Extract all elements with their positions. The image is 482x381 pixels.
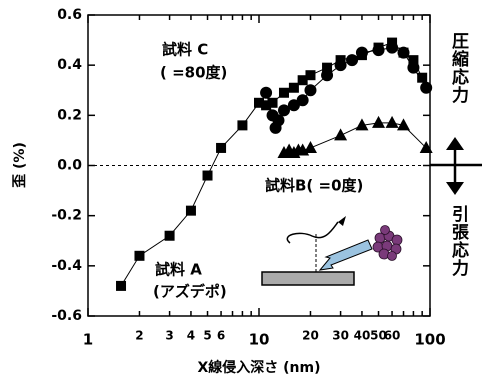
side-label: 引張応力 <box>448 205 469 277</box>
marker <box>134 251 144 261</box>
annotation: ( =80度) <box>160 64 227 82</box>
annotation: 試料 A <box>155 261 202 279</box>
marker <box>304 141 317 153</box>
marker <box>335 59 347 71</box>
x-tick-label: 30 <box>332 329 349 343</box>
x-tick-label: 2 <box>135 329 143 343</box>
x-tick-label: 6 <box>217 329 225 343</box>
marker <box>216 143 226 153</box>
annotation: (アズデポ) <box>153 283 227 301</box>
x-axis-label: X線侵入深さ (nm) <box>197 359 320 376</box>
marker <box>289 83 299 93</box>
marker <box>398 47 410 59</box>
marker <box>260 87 272 99</box>
x-tick-label: 5 <box>203 329 211 343</box>
marker <box>237 120 247 130</box>
marker <box>386 116 399 128</box>
marker <box>420 82 432 94</box>
stress-arrows <box>430 137 482 195</box>
x-tick-label: 10 <box>249 331 270 349</box>
marker <box>334 128 347 140</box>
y-tick-label: 0.4 <box>57 57 82 73</box>
x-tick-label: 4 <box>187 329 195 343</box>
marker <box>203 171 213 181</box>
x-tick-label: 3 <box>165 329 173 343</box>
marker <box>186 206 196 216</box>
x-tick-label: 1 <box>83 331 93 349</box>
marker <box>279 88 289 98</box>
marker <box>305 70 315 80</box>
marker <box>346 54 358 66</box>
marker <box>372 116 385 128</box>
marker <box>321 69 333 81</box>
annotation: 試料 C <box>162 41 208 59</box>
inset-diagram <box>262 216 402 285</box>
annotation: 試料B( =0度) <box>265 177 363 195</box>
y-tick-label: 0.2 <box>57 107 82 123</box>
y-axis-label: 歪 (%) <box>12 142 28 188</box>
y-tick-label: -0.4 <box>51 258 82 274</box>
y-tick-label: 0.6 <box>57 7 82 23</box>
marker <box>304 84 316 96</box>
x-tick-label: 20 <box>302 329 319 343</box>
side-label: 圧縮応力 <box>448 32 469 104</box>
y-tick-label: -0.6 <box>51 308 82 324</box>
marker <box>386 42 398 54</box>
y-tick-label: 0.0 <box>57 158 82 174</box>
x-tick-label: 60 <box>384 329 401 343</box>
x-tick-label: 40 <box>354 329 371 343</box>
y-tick-label: -0.2 <box>51 208 82 224</box>
marker <box>297 94 309 106</box>
marker <box>407 62 419 74</box>
marker <box>116 281 126 291</box>
x-tick-label: 100 <box>414 331 445 349</box>
marker <box>373 44 385 56</box>
marker <box>165 231 175 241</box>
marker <box>356 47 368 59</box>
chart: 歪 (%) X線侵入深さ (nm) 試料 C ( =80度) 試料B( =0度)… <box>0 0 482 381</box>
